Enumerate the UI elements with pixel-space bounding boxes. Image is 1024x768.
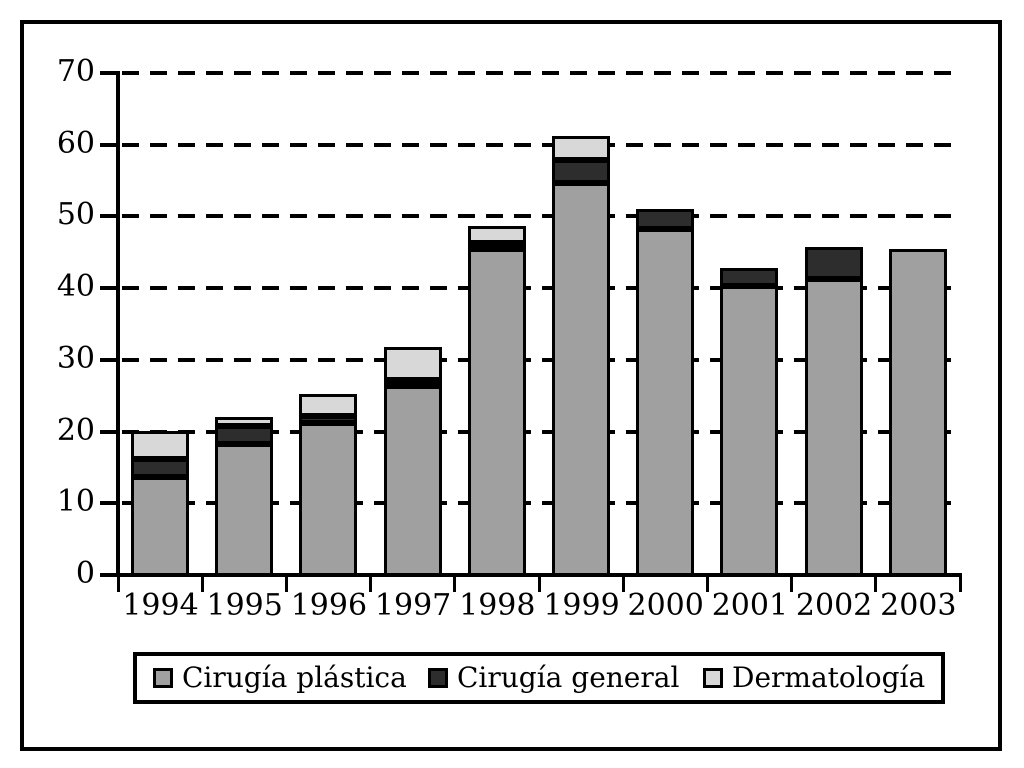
y-tick-label-50: 50 (56, 197, 95, 233)
bar-1996-cirugia-general (299, 415, 358, 423)
bar-1999-cirugia-plastica (552, 182, 610, 577)
bar-2001-cirugia-plastica (720, 285, 779, 577)
y-tick-40 (100, 286, 118, 291)
x-axis-label-2002: 2002 (795, 588, 873, 623)
x-axis-label-1998: 1998 (459, 588, 536, 623)
y-tick-50 (100, 214, 118, 219)
x-tick-3 (369, 573, 373, 592)
x-tick-2 (284, 573, 288, 592)
y-tick-label-30: 30 (56, 340, 95, 376)
bar-2000-cirugia-general (636, 209, 695, 230)
gridline-70 (122, 71, 958, 76)
y-tick-label-10: 10 (56, 484, 95, 520)
legend-item-dermatologia: Dermatología (703, 656, 925, 700)
x-tick-8 (790, 573, 794, 592)
gridline-10 (122, 501, 958, 506)
bar-1995-cirugia-plastica (215, 444, 274, 577)
legend-label-cirugia-general: Cirugía general (457, 661, 680, 694)
bar-1998-cirugia-general (467, 242, 526, 250)
x-tick-10 (958, 573, 962, 592)
legend-swatch-dermatologia (703, 668, 723, 688)
y-tick-0 (100, 573, 118, 577)
bar-1997-dermatologia (383, 346, 442, 380)
x-tick-4 (453, 573, 457, 592)
gridline-20 (122, 429, 958, 434)
bar-1997-cirugia-plastica (383, 386, 442, 577)
gridline-30 (122, 357, 958, 362)
x-tick-1 (200, 573, 204, 592)
legend-item-cirugia-plastica: Cirugía plástica (153, 656, 407, 700)
gridline-60 (122, 142, 958, 147)
bar-1997-cirugia-general (383, 379, 442, 387)
y-tick-10 (100, 501, 118, 506)
x-tick-9 (874, 573, 878, 592)
x-axis-label-1995: 1995 (206, 588, 283, 623)
y-tick-label-0: 0 (75, 556, 95, 591)
legend-swatch-cirugia-general (428, 668, 448, 688)
bar-2000-cirugia-plastica (636, 229, 695, 577)
x-axis-label-2000: 2000 (627, 588, 704, 623)
x-axis-label-1999: 1999 (543, 588, 620, 623)
gridline-50 (122, 214, 958, 219)
y-axis (116, 71, 120, 577)
y-tick-label-70: 70 (56, 54, 95, 90)
bar-1996-cirugia-plastica (299, 422, 358, 577)
y-tick-label-40: 40 (56, 269, 95, 305)
legend-label-dermatologia: Dermatología (732, 661, 926, 694)
x-tick-5 (537, 573, 541, 592)
chart-frame: 0 10 20 30 40 50 60 70 1994 1995 1996 1997 1998 1999 2… (20, 20, 1002, 751)
x-axis-label-2003: 2003 (880, 588, 957, 623)
legend: Cirugía plástica Cirugía general Dermato… (133, 652, 945, 704)
legend-item-cirugia-general: Cirugía general (428, 656, 679, 700)
y-tick-30 (100, 357, 118, 362)
bar-1996-dermatologia (299, 394, 358, 416)
bar-1995-dermatologia (215, 417, 274, 426)
bar-1999-cirugia-general (552, 159, 610, 183)
bar-2002-cirugia-plastica (804, 279, 863, 577)
bar-2003-cirugia-plastica (888, 248, 947, 577)
x-axis-label-1994: 1994 (122, 588, 199, 623)
gridline-40 (122, 286, 958, 291)
bar-1998-cirugia-plastica (467, 249, 526, 577)
legend-swatch-cirugia-plastica (153, 668, 173, 688)
bar-2001-cirugia-general (720, 267, 779, 286)
bar-1999-dermatologia (552, 135, 610, 160)
bar-1994-cirugia-plastica (131, 476, 189, 577)
y-tick-60 (100, 142, 118, 147)
x-tick-0 (116, 573, 120, 592)
y-tick-label-60: 60 (56, 125, 95, 161)
bar-1998-dermatologia (467, 225, 526, 243)
bar-1994-cirugia-general (131, 458, 189, 477)
y-tick-label-20: 20 (56, 412, 95, 448)
legend-label-cirugia-plastica: Cirugía plástica (182, 661, 407, 694)
bar-2002-cirugia-general (804, 247, 863, 280)
bar-1994-dermatologia (131, 431, 189, 459)
x-axis-label-1996: 1996 (290, 588, 368, 623)
x-tick-7 (705, 573, 709, 592)
bar-1995-cirugia-general (215, 425, 274, 445)
y-tick-20 (100, 429, 118, 434)
y-tick-70 (100, 71, 118, 76)
x-axis-label-2001: 2001 (711, 588, 789, 623)
plot-area: 0 10 20 30 40 50 60 70 1994 1995 1996 1997 1998 1999 2… (24, 24, 998, 747)
x-tick-6 (621, 573, 625, 592)
x-axis-label-1997: 1997 (374, 588, 452, 623)
